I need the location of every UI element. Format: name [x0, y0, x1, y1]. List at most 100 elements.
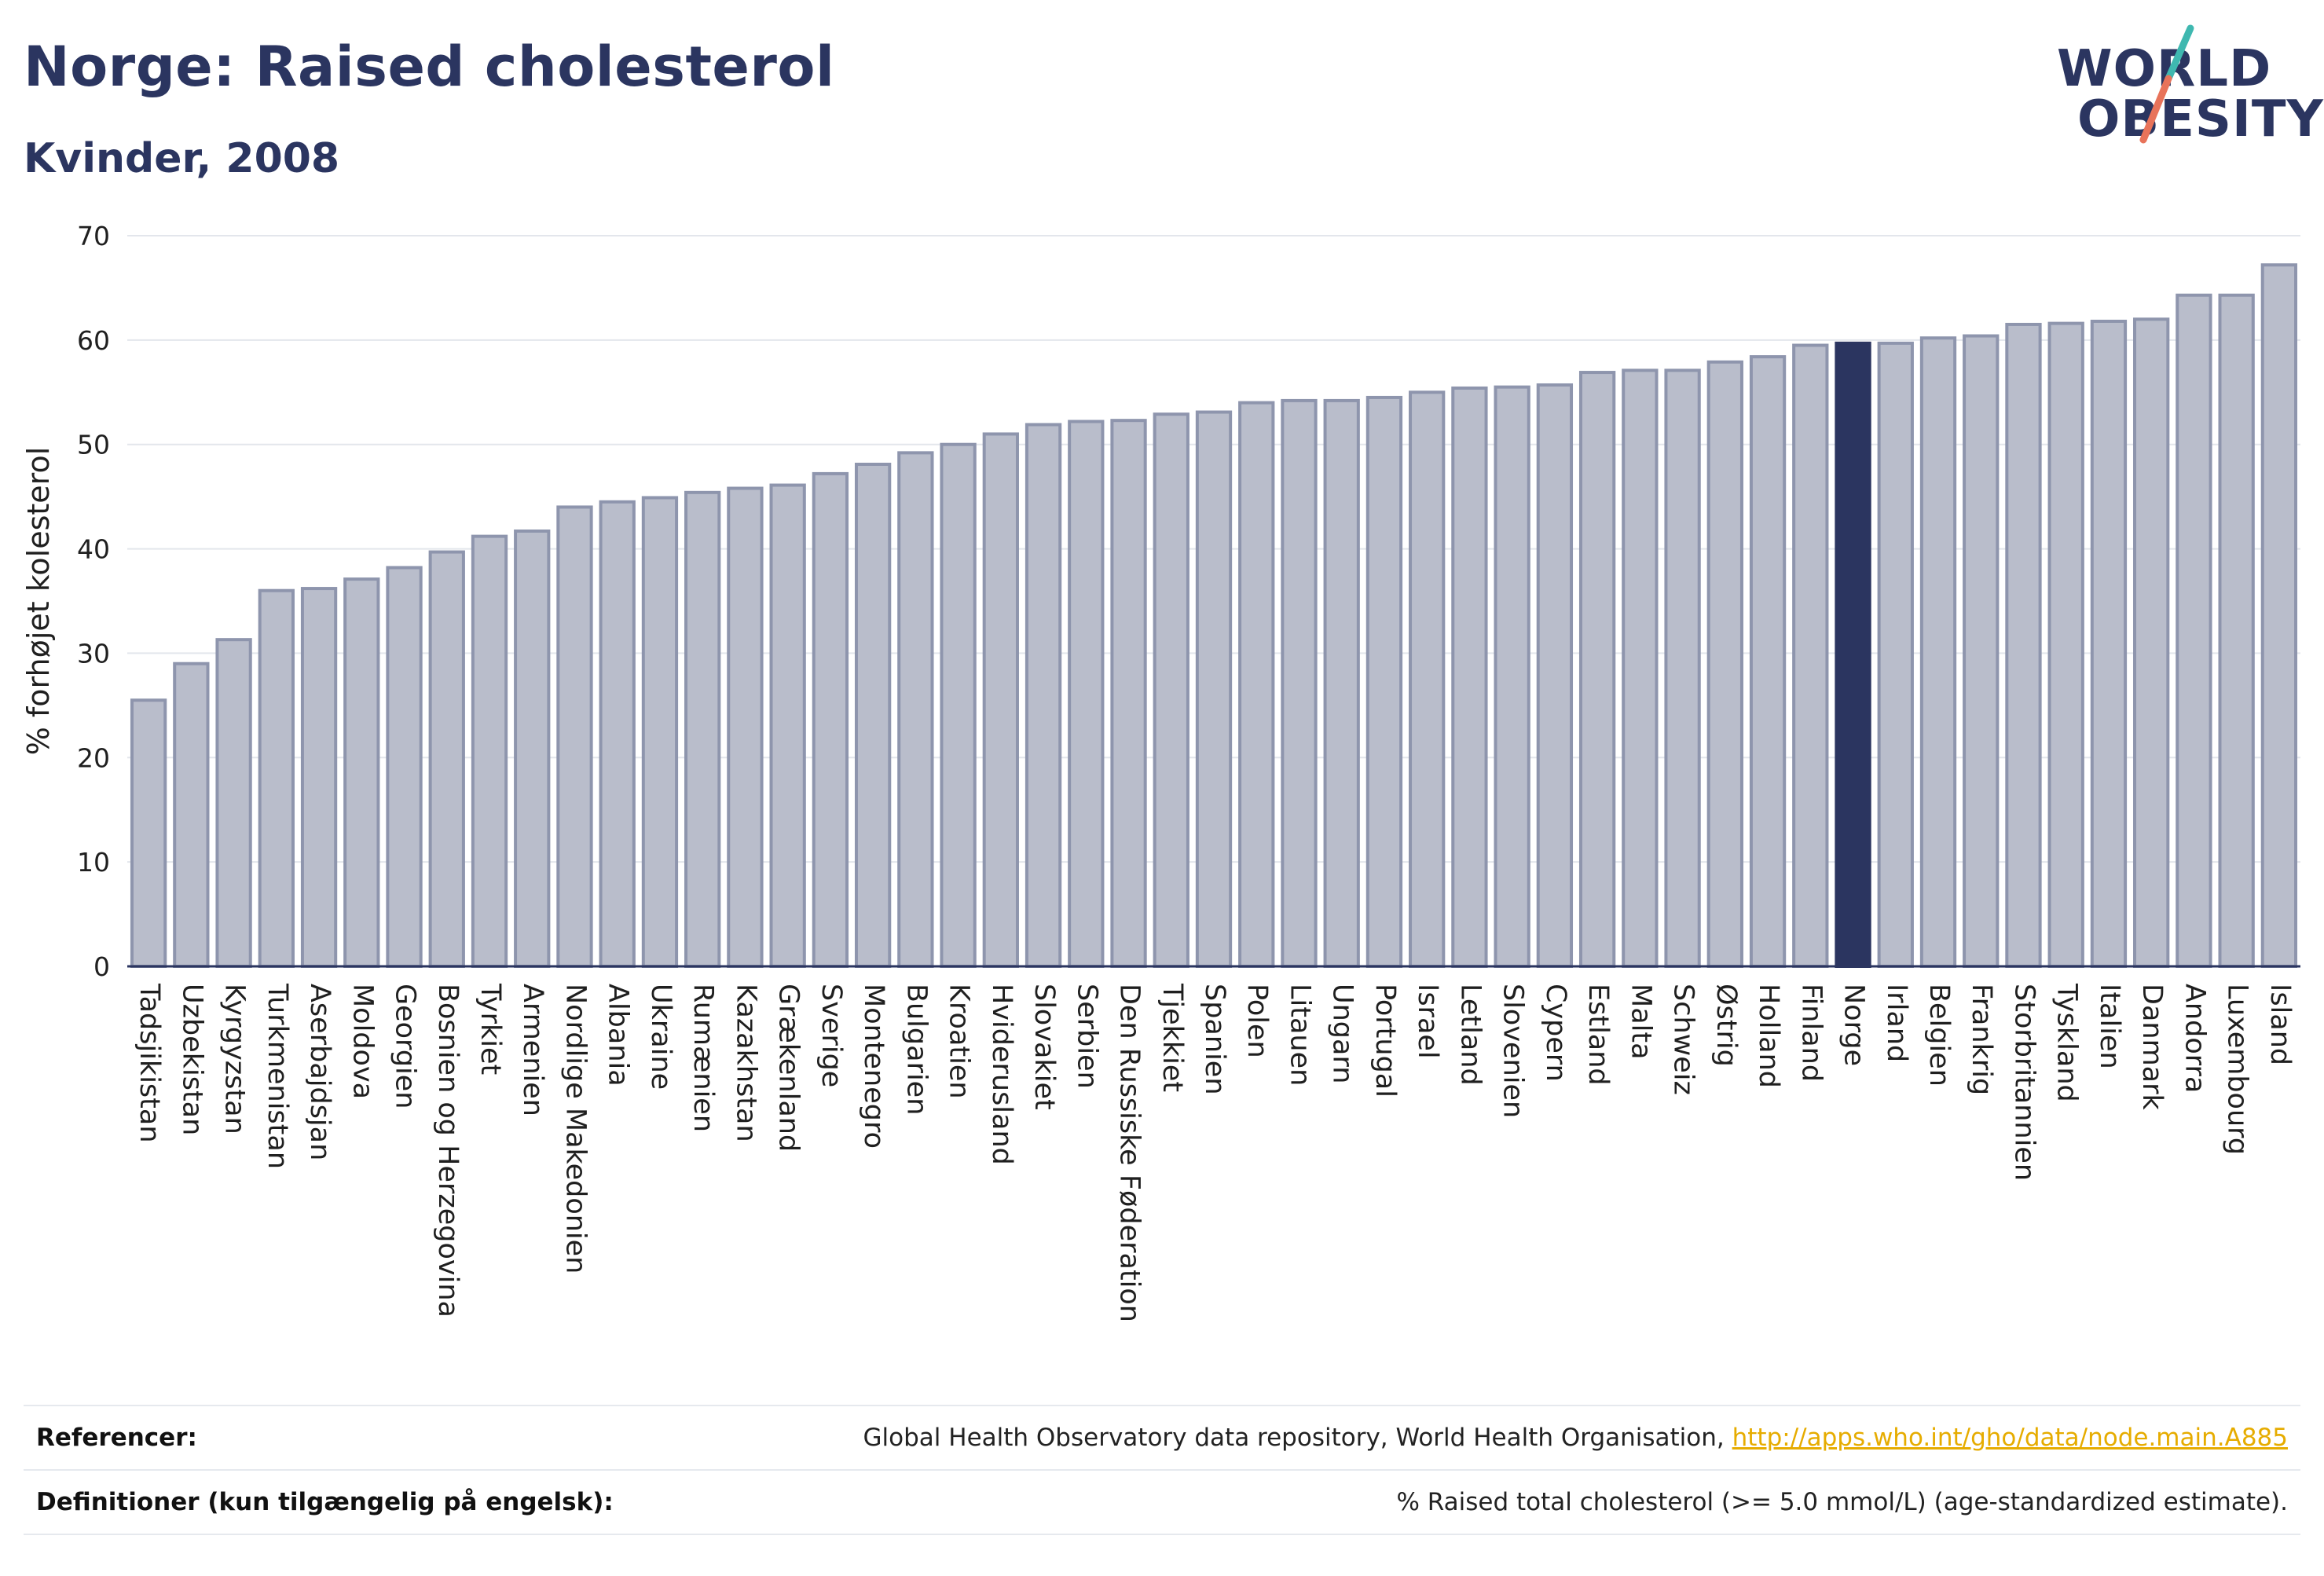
bar: [1664, 368, 1701, 968]
definitions-text: % Raised total cholesterol (>= 5.0 mmol/…: [1396, 1488, 2288, 1516]
bar: [1451, 386, 1488, 968]
x-tick-label: Storbritannien: [2008, 984, 2040, 1181]
bar: [1323, 398, 1360, 968]
bar: [940, 442, 977, 968]
x-tick-label: Cypern: [1540, 984, 1571, 1082]
x-tick-label: Østrig: [1710, 984, 1742, 1067]
y-axis-title: % forhøjet kolesterol: [21, 447, 56, 756]
x-tick-label: Aserbajdsjan: [304, 984, 335, 1160]
bar: [1622, 368, 1659, 968]
x-tick-label: Sverige: [816, 984, 847, 1087]
y-axis-ticks: 0 10 20 30 40 50 60 70: [77, 221, 110, 982]
bar: [641, 496, 679, 968]
x-tick-label: Finland: [1795, 984, 1827, 1082]
x-tick-label: Frankrig: [1966, 984, 1997, 1095]
y-tick-label: 0: [93, 951, 110, 982]
bar: [428, 550, 465, 968]
x-tick-label: Ungarn: [1327, 984, 1358, 1083]
bar: [2005, 322, 2042, 968]
bar: [769, 483, 806, 968]
x-tick-label: Spanien: [1199, 984, 1230, 1095]
x-tick-label: Kroatien: [944, 984, 975, 1099]
x-tick-label: Turkmenistan: [262, 983, 293, 1169]
references-row: Referencer: Global Health Observatory da…: [24, 1405, 2300, 1469]
bar: [343, 577, 380, 968]
x-tick-label: Polen: [1241, 984, 1273, 1058]
bar: [812, 471, 849, 968]
bar: [982, 432, 1019, 968]
x-tick-label: Holland: [1753, 984, 1784, 1088]
bar: [854, 462, 892, 968]
logo-line-obesity: OBESITY: [2077, 90, 2324, 148]
bar: [1068, 420, 1105, 968]
footer-divider: [24, 1534, 2300, 1535]
page-title: Norge: Raised cholesterol: [24, 35, 835, 99]
bar: [1195, 410, 1233, 968]
bar: [1919, 336, 1957, 968]
bar: [2133, 317, 2170, 969]
x-tick-label: Israel: [1412, 984, 1443, 1059]
bar: [2218, 293, 2255, 968]
x-tick-label: Uzbekistan: [176, 984, 207, 1135]
x-tick-label: Italien: [2094, 984, 2125, 1069]
bar: [1238, 401, 1275, 969]
bar: [599, 500, 636, 968]
x-tick-label: Schweiz: [1668, 984, 1699, 1095]
bars: [130, 263, 2298, 969]
x-tick-label: Island: [2264, 984, 2296, 1065]
bar: [684, 490, 721, 969]
x-tick-label: Danmark: [2136, 984, 2168, 1111]
y-tick-label: 20: [77, 742, 110, 773]
bar: [1494, 385, 1530, 968]
definitions-label: Definitioner (kun tilgængelig på engelsk…: [36, 1488, 614, 1516]
bar: [1536, 383, 1574, 968]
bar: [2176, 293, 2212, 968]
bar: [386, 566, 423, 968]
y-tick-label: 30: [77, 638, 110, 669]
x-tick-label: Bosnien og Herzegovina: [432, 984, 464, 1318]
logo-slash-icon: [2139, 24, 2194, 144]
y-tick-label: 10: [77, 847, 110, 878]
bar: [1578, 371, 1616, 969]
bar: [1963, 334, 2000, 969]
y-tick-label: 60: [77, 325, 110, 356]
x-tick-label: Malta: [1625, 984, 1656, 1060]
x-tick-label: Estland: [1582, 984, 1614, 1086]
bar: [471, 534, 508, 968]
bar: [130, 698, 167, 968]
x-tick-label: Serbien: [1071, 984, 1102, 1089]
bar: [215, 638, 252, 969]
x-tick-label: Grækenland: [773, 984, 805, 1152]
bar: [514, 529, 551, 968]
x-tick-label: Norge: [1838, 984, 1870, 1066]
definitions-row: Definitioner (kun tilgængelig på engelsk…: [24, 1469, 2300, 1534]
x-tick-label: Luxembourg: [2222, 984, 2253, 1155]
bar: [1365, 395, 1403, 968]
bar: [556, 505, 593, 968]
x-tick-label: Tyskland: [2051, 983, 2083, 1102]
x-tick-label: Belgien: [1923, 984, 1955, 1087]
bar: [897, 451, 934, 969]
x-tick-label: Moldova: [346, 984, 378, 1099]
x-tick-label: Ukraine: [645, 984, 676, 1090]
bar: [258, 588, 295, 968]
x-tick-label: Tjekkiet: [1157, 983, 1188, 1092]
x-tick-label: Montenegro: [858, 984, 889, 1149]
x-tick-label: Irland: [1881, 984, 1912, 1062]
references-value: Global Health Observatory data repositor…: [863, 1424, 2288, 1452]
bar: [2047, 321, 2084, 969]
bar: [1877, 341, 1914, 969]
world-obesity-logo[interactable]: WORLD OBESITY: [2051, 22, 2323, 171]
bar-highlight: [1835, 341, 1871, 969]
bar: [1706, 360, 1743, 968]
bar: [727, 486, 764, 968]
x-axis-labels: Tadsjikistan Uzbekistan Kyrgyzstan Turkmeni…: [134, 983, 2296, 1322]
bar: [2090, 319, 2128, 968]
references-link[interactable]: http://apps.who.int/gho/data/node.main.A…: [1732, 1424, 2288, 1452]
bar: [2260, 263, 2298, 968]
x-tick-label: Albania: [603, 984, 634, 1087]
x-tick-label: Portugal: [1369, 984, 1401, 1098]
x-tick-label: Andorra: [2179, 984, 2210, 1093]
references-label: Referencer:: [36, 1424, 197, 1452]
x-tick-label: Rumænien: [687, 984, 719, 1132]
